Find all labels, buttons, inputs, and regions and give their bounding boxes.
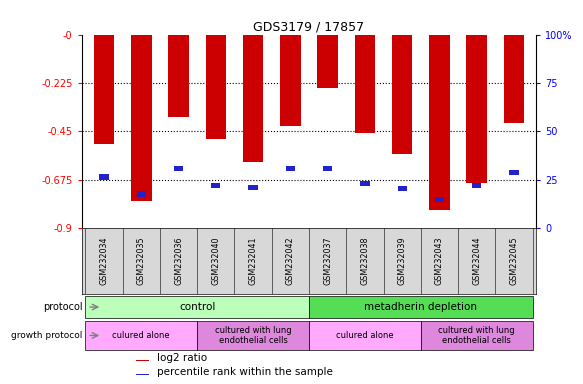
Text: GSM232045: GSM232045 [510, 237, 518, 285]
Bar [398, 186, 407, 191]
Title: GDS3179 / 17857: GDS3179 / 17857 [254, 20, 364, 33]
Bar [85, 321, 197, 349]
Bar [197, 321, 309, 349]
Bar [85, 296, 309, 318]
Bar [360, 180, 370, 186]
Text: GSM232042: GSM232042 [286, 237, 295, 285]
Bar [504, 35, 524, 122]
Text: GSM232039: GSM232039 [398, 237, 407, 285]
Bar [466, 35, 487, 183]
Bar [168, 35, 189, 117]
Text: percentile rank within the sample: percentile rank within the sample [157, 367, 332, 377]
Bar [136, 191, 146, 197]
Bar [323, 166, 332, 171]
Text: GSM232041: GSM232041 [248, 237, 258, 285]
Text: metadherin depletion: metadherin depletion [364, 302, 477, 312]
Text: growth protocol: growth protocol [11, 331, 82, 340]
Bar [309, 321, 421, 349]
Bar [174, 166, 183, 171]
Bar [99, 174, 108, 180]
Bar [211, 183, 220, 188]
Text: cultured with lung
endothelial cells: cultured with lung endothelial cells [215, 326, 292, 345]
Bar [354, 35, 375, 133]
Bar [280, 35, 301, 126]
Text: GSM232037: GSM232037 [323, 237, 332, 285]
Bar [429, 35, 449, 210]
Bar [248, 185, 258, 190]
Bar [317, 35, 338, 88]
Text: GSM232034: GSM232034 [100, 237, 108, 285]
Bar [94, 35, 114, 144]
Text: GSM232043: GSM232043 [435, 237, 444, 285]
Bar [435, 197, 444, 202]
Text: GSM232040: GSM232040 [211, 237, 220, 285]
Text: culured alone: culured alone [113, 331, 170, 340]
Bar [136, 374, 149, 375]
Text: culured alone: culured alone [336, 331, 394, 340]
Bar [421, 321, 533, 349]
Bar [392, 35, 412, 154]
Text: GSM232038: GSM232038 [360, 237, 370, 285]
Text: protocol: protocol [43, 302, 82, 312]
Bar [136, 360, 149, 361]
Text: log2 ratio: log2 ratio [157, 353, 207, 363]
Text: control: control [179, 302, 215, 312]
Bar [243, 35, 264, 162]
Text: GSM232044: GSM232044 [472, 237, 481, 285]
Text: GSM232036: GSM232036 [174, 237, 183, 285]
Text: cultured with lung
endothelial cells: cultured with lung endothelial cells [438, 326, 515, 345]
Bar [131, 35, 152, 201]
Bar [472, 183, 482, 188]
Bar [286, 166, 295, 171]
Text: GSM232035: GSM232035 [137, 237, 146, 285]
Bar [309, 296, 533, 318]
Bar [206, 35, 226, 139]
Bar [510, 170, 519, 175]
